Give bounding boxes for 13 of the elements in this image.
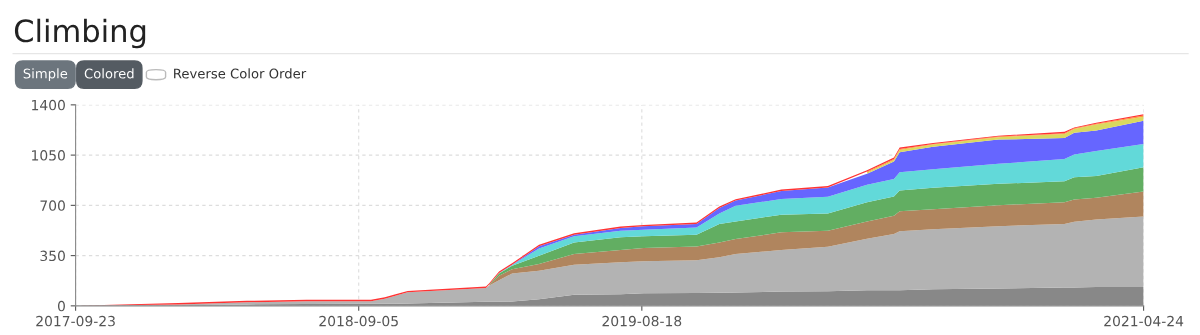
text: Reverse Color Order [174,68,307,79]
x-tick-label: 2017-09-23 [36,315,115,327]
y-tick-label: 350 [40,250,65,262]
x-tick-label: 2021-04-24 [1104,315,1184,327]
y-tick-label: 1050 [32,150,65,161]
x-tick-label: 2019-08-18 [602,315,682,327]
x-tick-label: 2018-09-05 [319,315,398,327]
y-tick-label: 700 [40,200,65,211]
y-tick-label: 1400 [32,99,65,111]
chart-title: Climbing [14,18,146,49]
y-tick-label: 0 [57,300,65,312]
text: Colored [84,68,134,79]
text: Simple [23,68,68,82]
